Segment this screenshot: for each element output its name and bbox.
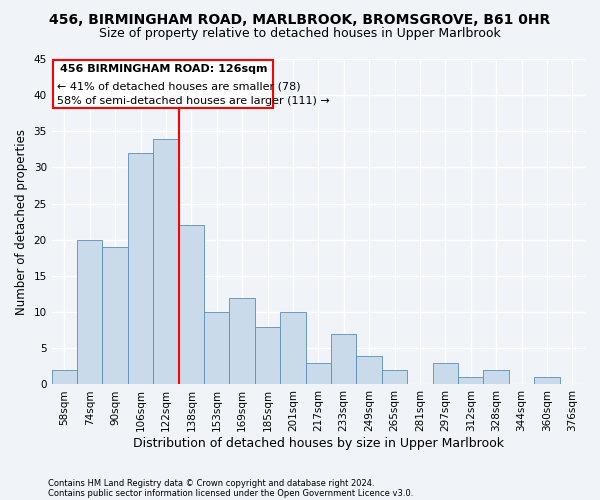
Bar [280,312,305,384]
Text: Contains HM Land Registry data © Crown copyright and database right 2024.: Contains HM Land Registry data © Crown c… [48,478,374,488]
Text: Size of property relative to detached houses in Upper Marlbrook: Size of property relative to detached ho… [99,28,501,40]
Bar [356,356,382,384]
Bar [77,240,103,384]
Y-axis label: Number of detached properties: Number of detached properties [15,128,28,314]
Bar [331,334,356,384]
Bar [255,326,280,384]
Bar [305,363,331,384]
Bar [103,247,128,384]
Bar [534,377,560,384]
Bar [484,370,509,384]
Bar [382,370,407,384]
Text: 58% of semi-detached houses are larger (111) →: 58% of semi-detached houses are larger (… [57,96,329,106]
Text: 456 BIRMINGHAM ROAD: 126sqm: 456 BIRMINGHAM ROAD: 126sqm [60,64,268,74]
FancyBboxPatch shape [53,60,272,108]
Bar [229,298,255,384]
X-axis label: Distribution of detached houses by size in Upper Marlbrook: Distribution of detached houses by size … [133,437,504,450]
Bar [204,312,229,384]
Bar [52,370,77,384]
Bar [458,377,484,384]
Bar [179,226,204,384]
Bar [153,138,179,384]
Text: 456, BIRMINGHAM ROAD, MARLBROOK, BROMSGROVE, B61 0HR: 456, BIRMINGHAM ROAD, MARLBROOK, BROMSGR… [49,12,551,26]
Bar [433,363,458,384]
Bar [128,153,153,384]
Text: Contains public sector information licensed under the Open Government Licence v3: Contains public sector information licen… [48,488,413,498]
Text: ← 41% of detached houses are smaller (78): ← 41% of detached houses are smaller (78… [57,82,301,92]
